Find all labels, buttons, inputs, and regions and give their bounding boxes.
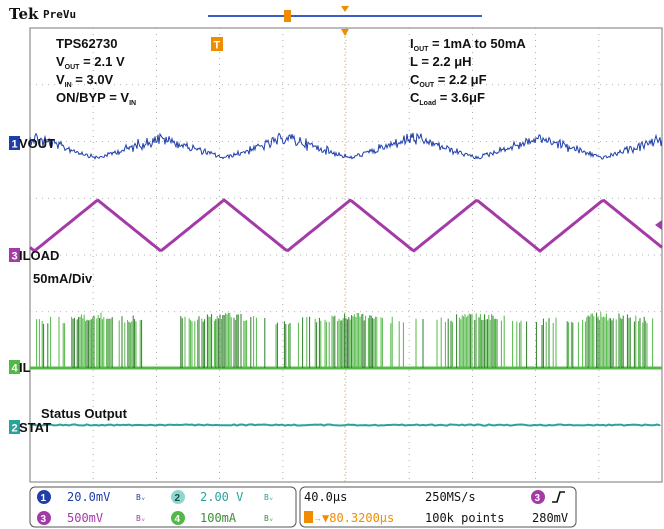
ch2-scale: 2.00 V <box>200 490 243 504</box>
inductor-spec: L = 2.2 μH <box>410 54 472 69</box>
current-scale-note: 50mA/Div <box>33 271 93 286</box>
ch2-scale-badge[interactable] <box>171 490 185 504</box>
il-waveform <box>30 312 662 370</box>
channel-scale-panel[interactable] <box>29 486 297 528</box>
trigger-top-marker[interactable] <box>341 6 349 12</box>
device-name: TPS62730 <box>56 36 117 51</box>
acquisition-panel[interactable] <box>299 486 577 528</box>
svg-text:2: 2 <box>12 423 18 435</box>
svg-text:3: 3 <box>41 514 47 525</box>
status-bar: 1 20.0mV Bᵥ 2 2.00 V Bᵥ 3 500mV Bᵥ 4 100… <box>29 486 577 528</box>
ch1-bw-limit: Bᵥ <box>136 493 146 502</box>
ch2-marker[interactable]: 2 <box>9 420 20 435</box>
ch3-scale-badge[interactable] <box>37 511 51 525</box>
il-label: IL <box>19 360 31 375</box>
ch4-marker[interactable]: 4 <box>9 360 20 375</box>
vout-spec: VOUT = 2.1 V <box>56 54 125 71</box>
iout-spec: IOUT = 1mA to 50mA <box>410 36 526 53</box>
trigger-t-marker[interactable] <box>211 37 223 51</box>
trigger-position: ▼80.3200μs <box>322 511 394 525</box>
record-length: 100k points <box>425 511 504 525</box>
vin-spec: VIN = 3.0V <box>56 72 114 89</box>
ch1-scale: 20.0mV <box>67 490 110 504</box>
ch3-bw-limit: Bᵥ <box>136 514 146 523</box>
cout-spec: COUT = 2.2 μF <box>410 72 487 89</box>
ch1-scale-badge[interactable] <box>37 490 51 504</box>
iload-label: ILOAD <box>19 248 59 263</box>
tek-logo: Tek <box>9 5 39 23</box>
prevu-label: PreVu <box>43 8 76 21</box>
trigger-level-pointer[interactable] <box>655 220 662 230</box>
trigger-pos-icon <box>304 511 313 523</box>
sample-rate: 250MS/s <box>425 490 476 504</box>
trigger-position-marker[interactable] <box>341 29 349 36</box>
svg-text:3: 3 <box>535 493 541 504</box>
svg-text:1: 1 <box>12 139 18 151</box>
ch4-scale: 100mA <box>200 511 237 525</box>
graticule-grid <box>30 28 662 482</box>
timebase: 40.0μs <box>304 490 347 504</box>
rising-edge-icon <box>552 491 565 503</box>
stat-label: STAT <box>19 420 51 435</box>
record-window-marker[interactable] <box>284 10 291 22</box>
stat-waveform <box>29 423 661 427</box>
vout-label: VOUT <box>19 136 55 151</box>
ch2-bw-limit: Bᵥ <box>264 493 274 502</box>
svg-text:4: 4 <box>12 363 19 375</box>
svg-text:4: 4 <box>175 514 181 525</box>
trigger-t-glyph: T <box>214 40 221 52</box>
ch3-marker[interactable]: 3 <box>9 248 20 263</box>
ch4-bw-limit: Bᵥ <box>264 514 274 523</box>
arrow-glyph: → <box>313 513 322 523</box>
ch3-scale: 500mV <box>67 511 103 525</box>
iload-waveform <box>29 198 663 253</box>
status-output-note: Status Output <box>41 406 128 421</box>
svg-text:3: 3 <box>12 251 18 263</box>
svg-text:2: 2 <box>175 493 181 504</box>
cload-spec: CLoad = 3.6μF <box>410 90 485 107</box>
svg-text:1: 1 <box>41 493 47 504</box>
onbyp-spec: ON/BYP = VIN <box>56 90 136 107</box>
ch1-marker[interactable]: 1 <box>9 136 20 151</box>
trigger-level: 280mV <box>532 511 568 525</box>
vout-waveform <box>29 132 663 160</box>
trigger-source-badge[interactable] <box>531 490 545 504</box>
ch4-scale-badge[interactable] <box>171 511 185 525</box>
